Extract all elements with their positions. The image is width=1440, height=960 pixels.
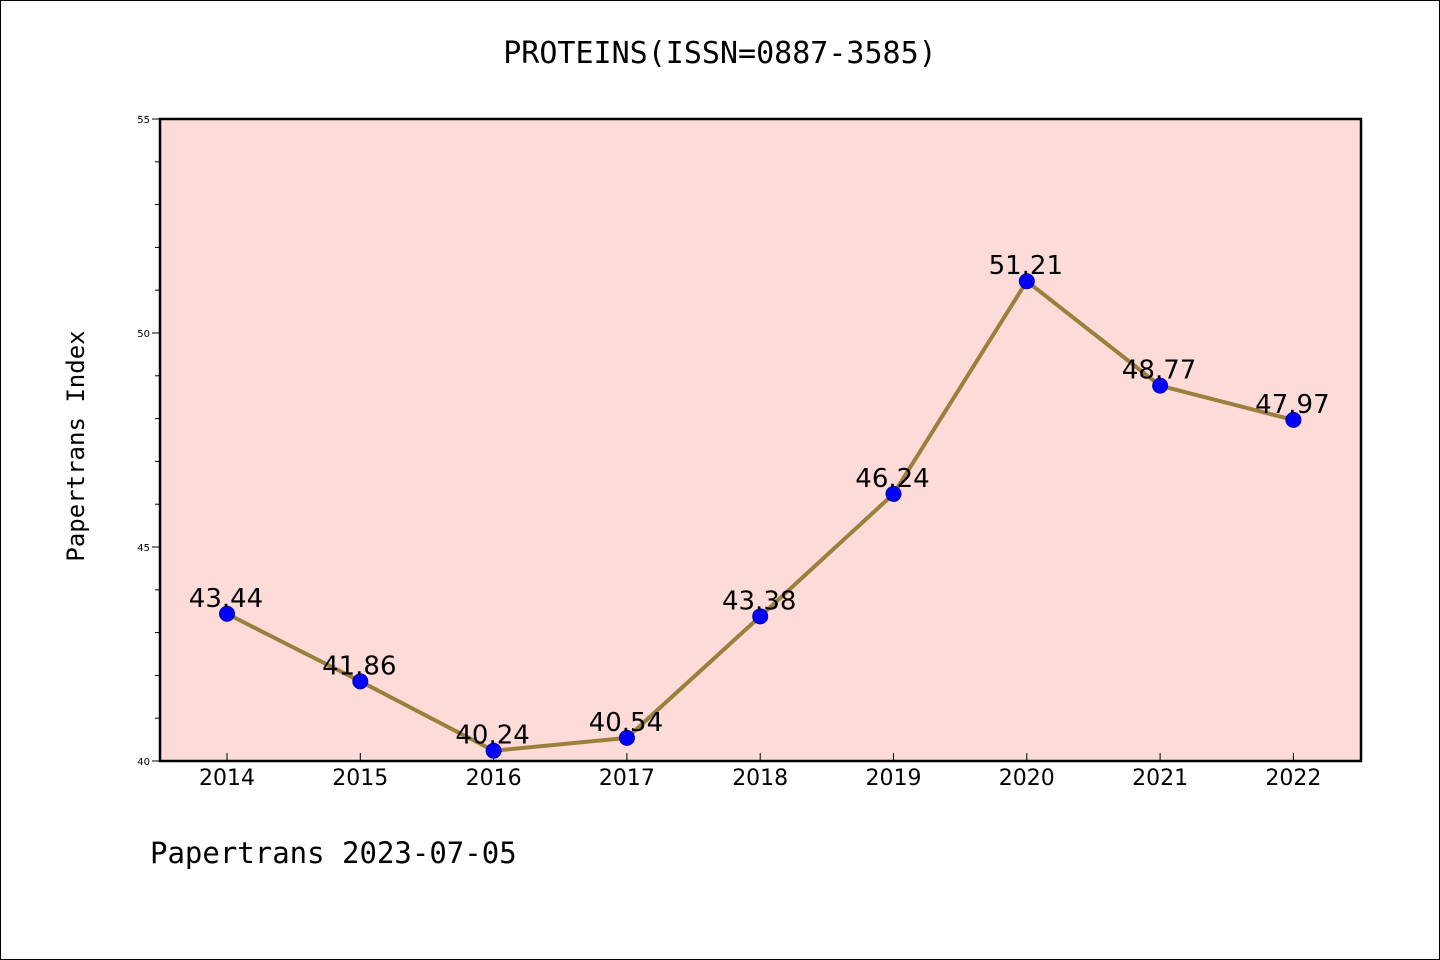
data-markers bbox=[219, 273, 1302, 759]
data-point bbox=[618, 729, 635, 746]
data-point bbox=[485, 742, 502, 759]
data-label: 48.77 bbox=[1122, 356, 1196, 386]
x-tick-label: 2018 bbox=[732, 766, 788, 791]
x-axis: 2014 2015 2016 2017 2018 2019 2020 2021 2022 bbox=[199, 753, 1321, 791]
data-point bbox=[219, 605, 235, 622]
data-labels: 43.44 41.86 40.24 40.54 43.38 46.24 51.21 48.77… bbox=[189, 251, 1330, 751]
data-point bbox=[1152, 377, 1169, 394]
data-label: 41.86 bbox=[322, 651, 396, 681]
x-tick-label: 2019 bbox=[866, 766, 922, 791]
x-tick-label: 2016 bbox=[466, 766, 522, 791]
x-tick-label: 2014 bbox=[199, 766, 255, 791]
y-tick-label: 40 bbox=[137, 757, 150, 768]
x-tick-label: 2021 bbox=[1132, 766, 1188, 791]
x-tick-label: 2022 bbox=[1265, 766, 1321, 791]
data-label: 46.24 bbox=[855, 464, 929, 494]
data-point bbox=[352, 673, 369, 690]
x-tick-label: 2017 bbox=[599, 766, 655, 791]
chart-title: PROTEINS(ISSN=0887-3585) bbox=[503, 36, 937, 71]
y-tick-label: 50 bbox=[137, 329, 150, 340]
x-tick-label: 2020 bbox=[999, 766, 1055, 791]
data-point bbox=[752, 608, 769, 625]
x-tick-label: 2015 bbox=[332, 766, 388, 791]
y-axis: 40 45 50 55 bbox=[137, 115, 160, 768]
data-point bbox=[885, 485, 902, 502]
data-label: 40.24 bbox=[455, 721, 529, 751]
y-tick-label: 55 bbox=[137, 115, 150, 126]
data-label: 43.38 bbox=[722, 586, 796, 616]
data-point bbox=[1018, 273, 1035, 290]
plot-area bbox=[158, 117, 1363, 763]
data-label: 51.21 bbox=[989, 251, 1063, 281]
data-label: 40.54 bbox=[589, 708, 663, 738]
y-tick-label: 45 bbox=[137, 543, 150, 554]
data-label: 47.97 bbox=[1255, 390, 1329, 420]
data-point bbox=[1285, 411, 1302, 428]
data-label: 43.44 bbox=[189, 584, 263, 614]
footer-text: Papertrans 2023-07-05 bbox=[150, 836, 517, 870]
